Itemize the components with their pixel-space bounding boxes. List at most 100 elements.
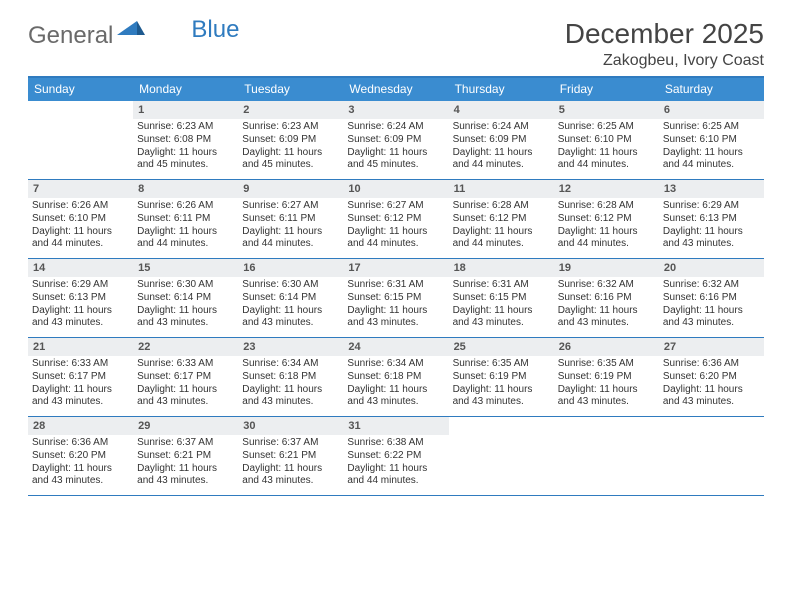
day-line: Sunrise: 6:24 AM: [453, 121, 550, 134]
day-line: and 44 minutes.: [663, 159, 760, 172]
day-line: Daylight: 11 hours: [242, 305, 339, 318]
day-line: Daylight: 11 hours: [32, 463, 129, 476]
day-number: 4: [449, 101, 554, 119]
location: Zakogbeu, Ivory Coast: [565, 52, 764, 70]
day-line: and 43 minutes.: [242, 396, 339, 409]
day-number: 19: [554, 259, 659, 277]
day-line: Sunrise: 6:24 AM: [347, 121, 444, 134]
day-line: and 44 minutes.: [558, 238, 655, 251]
day-line: Daylight: 11 hours: [137, 305, 234, 318]
day-detail: Sunrise: 6:25 AMSunset: 6:10 PMDaylight:…: [659, 119, 764, 175]
day-line: and 44 minutes.: [453, 159, 550, 172]
day-line: and 44 minutes.: [558, 159, 655, 172]
day-line: Sunset: 6:12 PM: [558, 213, 655, 226]
day-number: 23: [238, 338, 343, 356]
day-number: 29: [133, 417, 238, 435]
day-detail: Sunrise: 6:27 AMSunset: 6:11 PMDaylight:…: [238, 198, 343, 254]
day-detail: Sunrise: 6:29 AMSunset: 6:13 PMDaylight:…: [28, 277, 133, 333]
day-line: and 43 minutes.: [242, 475, 339, 488]
day-number: 1: [133, 101, 238, 119]
day-detail: Sunrise: 6:34 AMSunset: 6:18 PMDaylight:…: [343, 356, 448, 412]
day-header: Thursday: [449, 78, 554, 101]
day-line: Sunrise: 6:26 AM: [137, 200, 234, 213]
day-line: Sunrise: 6:36 AM: [663, 358, 760, 371]
day-detail: Sunrise: 6:25 AMSunset: 6:10 PMDaylight:…: [554, 119, 659, 175]
day-number: 24: [343, 338, 448, 356]
day-number: 11: [449, 180, 554, 198]
day-cell: 16Sunrise: 6:30 AMSunset: 6:14 PMDayligh…: [238, 259, 343, 337]
day-line: and 44 minutes.: [32, 238, 129, 251]
day-detail: Sunrise: 6:26 AMSunset: 6:11 PMDaylight:…: [133, 198, 238, 254]
day-detail: Sunrise: 6:33 AMSunset: 6:17 PMDaylight:…: [133, 356, 238, 412]
day-line: Sunset: 6:15 PM: [347, 292, 444, 305]
day-cell: 11Sunrise: 6:28 AMSunset: 6:12 PMDayligh…: [449, 180, 554, 258]
day-number: 25: [449, 338, 554, 356]
day-cell: 25Sunrise: 6:35 AMSunset: 6:19 PMDayligh…: [449, 338, 554, 416]
day-line: Sunrise: 6:29 AM: [663, 200, 760, 213]
day-line: Daylight: 11 hours: [347, 463, 444, 476]
day-line: Sunrise: 6:33 AM: [32, 358, 129, 371]
day-line: Daylight: 11 hours: [137, 147, 234, 160]
logo-mark-icon: [117, 16, 145, 44]
day-cell: 20Sunrise: 6:32 AMSunset: 6:16 PMDayligh…: [659, 259, 764, 337]
logo-text-a: General: [28, 22, 113, 50]
day-line: Sunset: 6:10 PM: [32, 213, 129, 226]
day-header: Wednesday: [343, 78, 448, 101]
day-cell: 18Sunrise: 6:31 AMSunset: 6:15 PMDayligh…: [449, 259, 554, 337]
day-number: 26: [554, 338, 659, 356]
day-detail: Sunrise: 6:23 AMSunset: 6:09 PMDaylight:…: [238, 119, 343, 175]
day-number: 12: [554, 180, 659, 198]
day-cell: 1Sunrise: 6:23 AMSunset: 6:08 PMDaylight…: [133, 101, 238, 179]
day-number: 20: [659, 259, 764, 277]
day-line: Sunset: 6:15 PM: [453, 292, 550, 305]
day-cell: 14Sunrise: 6:29 AMSunset: 6:13 PMDayligh…: [28, 259, 133, 337]
day-cell: 4Sunrise: 6:24 AMSunset: 6:09 PMDaylight…: [449, 101, 554, 179]
day-number: 10: [343, 180, 448, 198]
day-cell: 12Sunrise: 6:28 AMSunset: 6:12 PMDayligh…: [554, 180, 659, 258]
week-row: 7Sunrise: 6:26 AMSunset: 6:10 PMDaylight…: [28, 180, 764, 259]
day-line: and 43 minutes.: [558, 396, 655, 409]
day-number: 21: [28, 338, 133, 356]
day-line: Sunrise: 6:30 AM: [242, 279, 339, 292]
day-line: Daylight: 11 hours: [453, 384, 550, 397]
day-line: Sunset: 6:12 PM: [453, 213, 550, 226]
day-header: Tuesday: [238, 78, 343, 101]
day-line: Daylight: 11 hours: [558, 226, 655, 239]
day-line: and 43 minutes.: [32, 317, 129, 330]
day-detail: Sunrise: 6:24 AMSunset: 6:09 PMDaylight:…: [449, 119, 554, 175]
day-line: Sunrise: 6:37 AM: [137, 437, 234, 450]
day-number: 14: [28, 259, 133, 277]
day-line: Daylight: 11 hours: [137, 463, 234, 476]
day-cell: 8Sunrise: 6:26 AMSunset: 6:11 PMDaylight…: [133, 180, 238, 258]
day-line: Sunset: 6:10 PM: [558, 134, 655, 147]
day-line: Daylight: 11 hours: [347, 305, 444, 318]
day-line: Sunrise: 6:32 AM: [558, 279, 655, 292]
day-line: and 45 minutes.: [347, 159, 444, 172]
calendar-page: General Blue December 2025 Zakogbeu, Ivo…: [0, 0, 792, 506]
day-number: 13: [659, 180, 764, 198]
day-cell: [554, 417, 659, 495]
day-line: Sunset: 6:12 PM: [347, 213, 444, 226]
day-line: Daylight: 11 hours: [663, 384, 760, 397]
day-number: 5: [554, 101, 659, 119]
day-detail: Sunrise: 6:33 AMSunset: 6:17 PMDaylight:…: [28, 356, 133, 412]
day-line: and 43 minutes.: [137, 317, 234, 330]
day-cell: 24Sunrise: 6:34 AMSunset: 6:18 PMDayligh…: [343, 338, 448, 416]
day-line: Sunrise: 6:25 AM: [558, 121, 655, 134]
day-number: 27: [659, 338, 764, 356]
day-detail: Sunrise: 6:38 AMSunset: 6:22 PMDaylight:…: [343, 435, 448, 491]
day-line: and 43 minutes.: [137, 475, 234, 488]
day-detail: Sunrise: 6:24 AMSunset: 6:09 PMDaylight:…: [343, 119, 448, 175]
day-line: Sunrise: 6:23 AM: [242, 121, 339, 134]
day-header: Friday: [554, 78, 659, 101]
day-line: Daylight: 11 hours: [242, 384, 339, 397]
day-line: Sunrise: 6:27 AM: [347, 200, 444, 213]
day-number: 18: [449, 259, 554, 277]
day-cell: 9Sunrise: 6:27 AMSunset: 6:11 PMDaylight…: [238, 180, 343, 258]
day-cell: [449, 417, 554, 495]
day-line: and 43 minutes.: [453, 317, 550, 330]
day-line: Sunrise: 6:26 AM: [32, 200, 129, 213]
header: General Blue December 2025 Zakogbeu, Ivo…: [28, 18, 764, 70]
day-cell: [28, 101, 133, 179]
week-row: 14Sunrise: 6:29 AMSunset: 6:13 PMDayligh…: [28, 259, 764, 338]
